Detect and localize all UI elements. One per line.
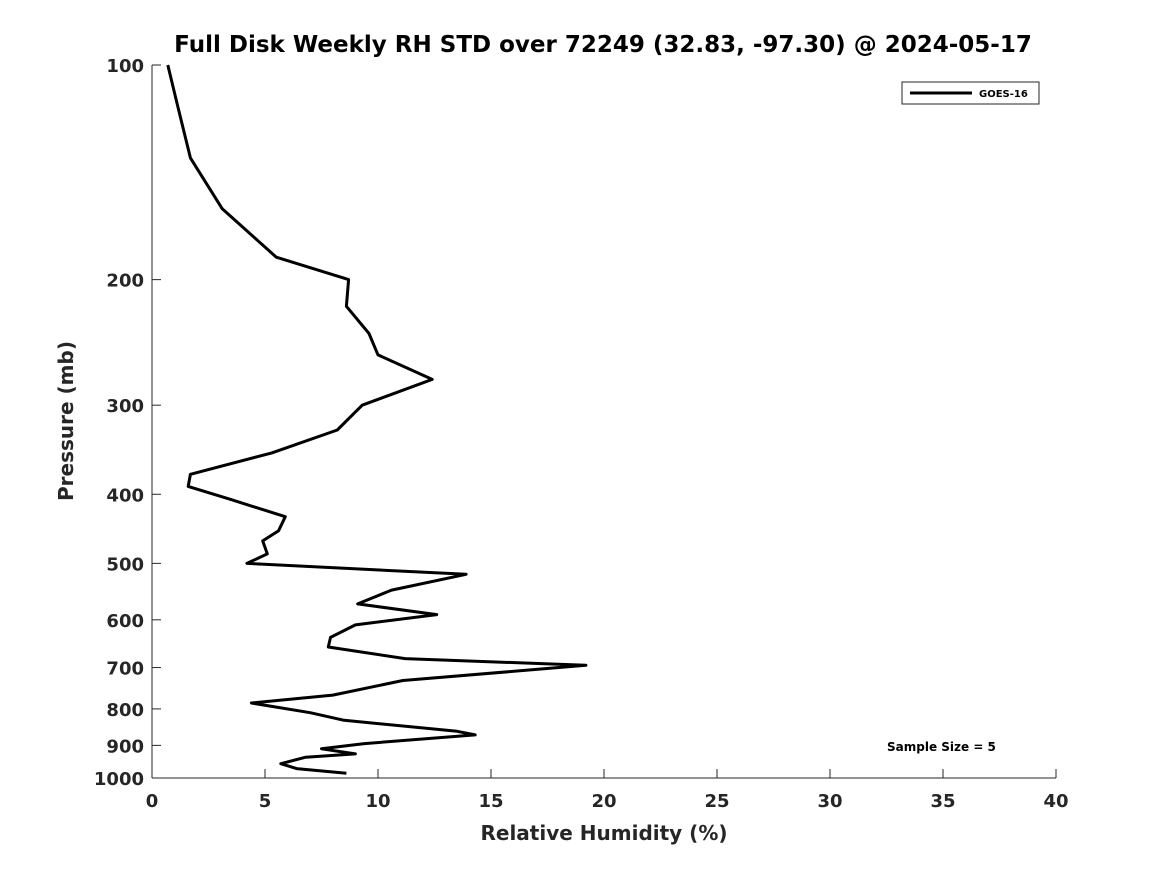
y-tick-label: 500 — [106, 554, 144, 575]
chart-title: Full Disk Weekly RH STD over 72249 (32.8… — [174, 32, 1032, 58]
series-line-goes-16 — [166, 64, 588, 775]
plot-axes — [151, 65, 1056, 779]
y-axis-label: Pressure (mb) — [54, 341, 78, 501]
legend: GOES-16 — [901, 81, 1040, 105]
y-tick-label: 1000 — [94, 769, 144, 790]
x-tick-label: 25 — [704, 791, 729, 812]
x-axis-label: Relative Humidity (%) — [480, 821, 727, 845]
y-tick-label: 600 — [106, 611, 144, 632]
legend-label-goes-16: GOES-16 — [979, 89, 1028, 100]
y-tick-label: 800 — [106, 700, 144, 721]
y-tick-label: 300 — [106, 396, 144, 417]
x-tick-label: 20 — [591, 791, 616, 812]
x-tick-label: 5 — [259, 791, 272, 812]
y-tick-label: 900 — [106, 736, 144, 757]
y-tick-label: 400 — [106, 485, 144, 506]
x-tick-label: 35 — [930, 791, 955, 812]
sample-size-annotation: Sample Size = 5 — [887, 740, 996, 754]
x-ticks: 0 5 10 15 20 25 30 35 40 — [146, 769, 1069, 812]
y-ticks: 100 200 300 400 500 600 700 800 900 1000 — [94, 56, 161, 790]
x-tick-label: 40 — [1043, 791, 1068, 812]
y-tick-label: 700 — [106, 659, 144, 680]
x-tick-label: 30 — [817, 791, 842, 812]
y-tick-label: 100 — [106, 56, 144, 77]
x-tick-label: 0 — [146, 791, 159, 812]
x-tick-label: 10 — [365, 791, 390, 812]
x-tick-label: 15 — [478, 791, 503, 812]
y-tick-label: 200 — [106, 271, 144, 292]
